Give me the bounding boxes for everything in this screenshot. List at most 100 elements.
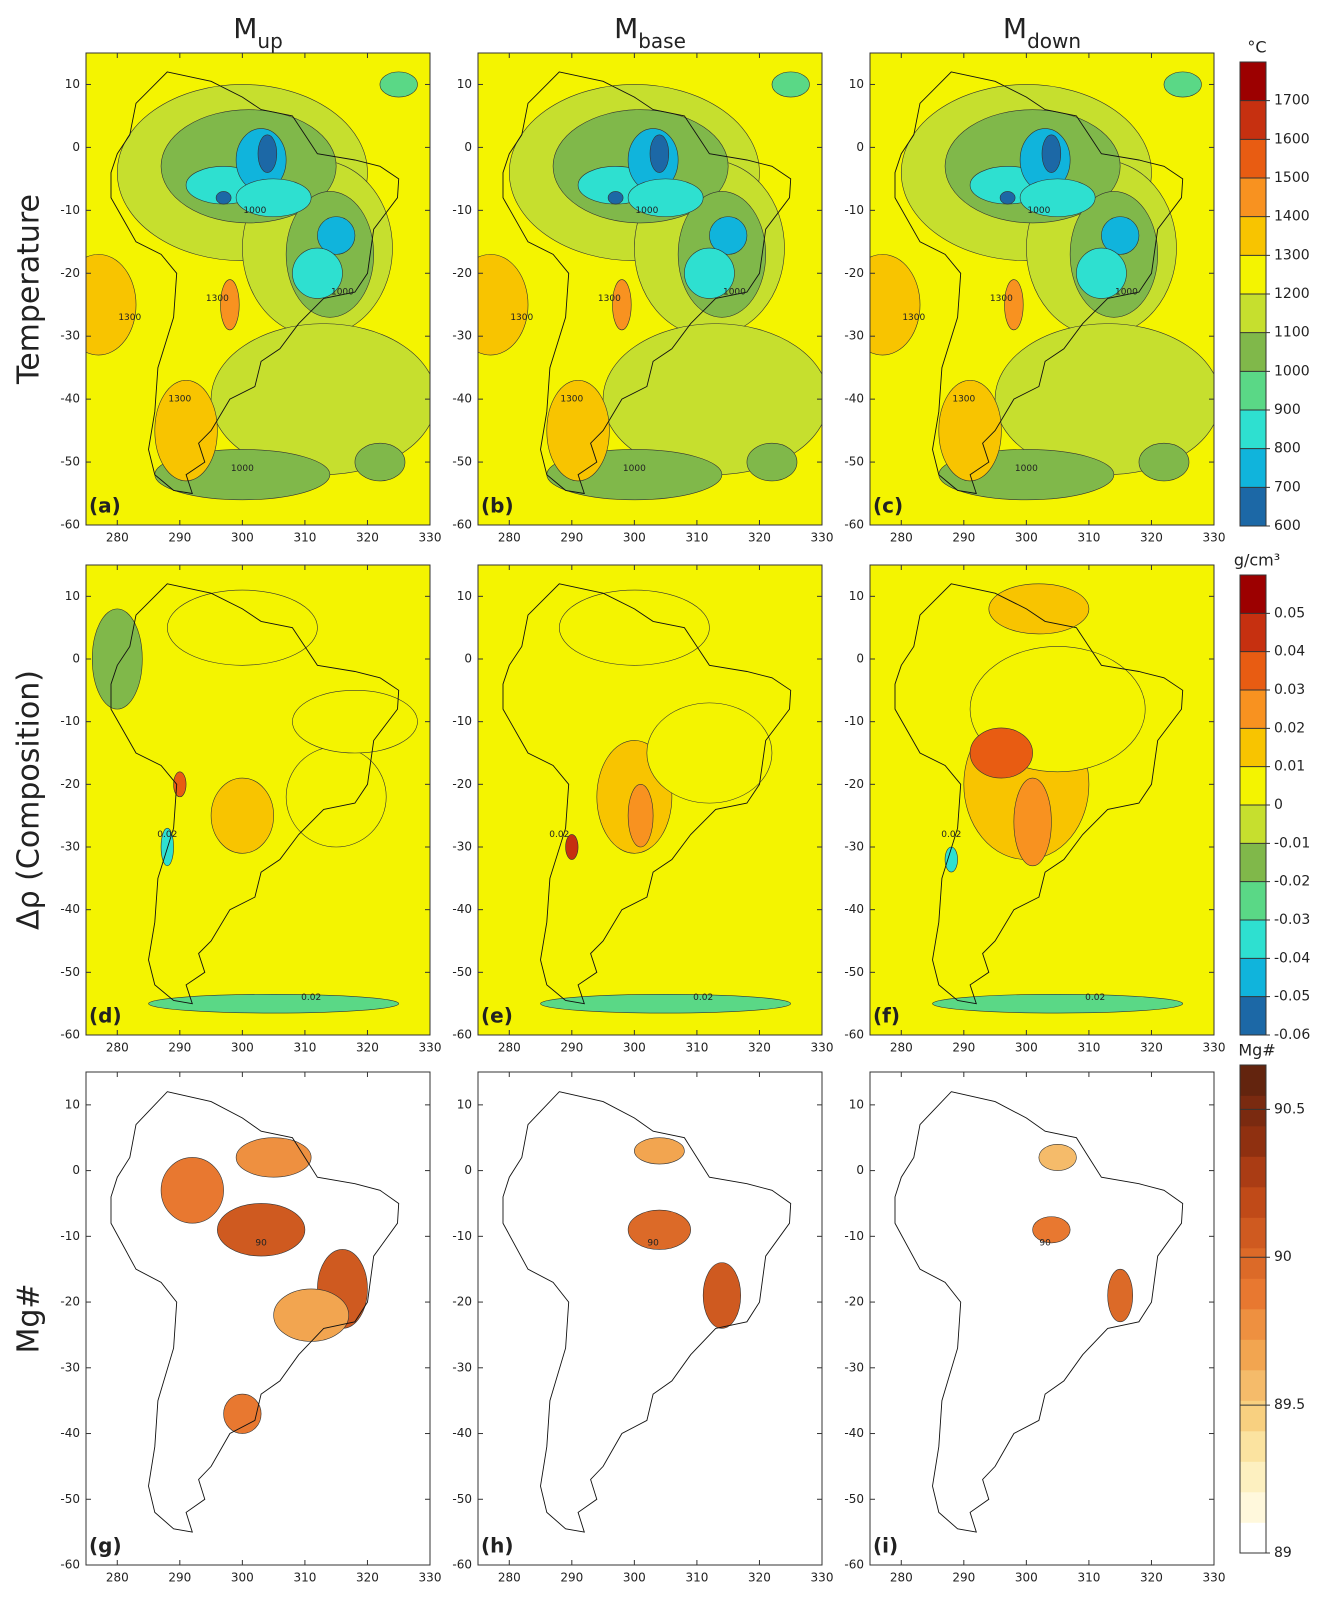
- y-tick-label: -60: [844, 518, 864, 532]
- x-tick-label: 280: [890, 1571, 913, 1585]
- colorbar-band: [1240, 1187, 1266, 1218]
- field-patch: [684, 247, 735, 299]
- map-panel: 0.02 0.02 280 290 300 310 320 330 10 0 -10 -20 -30 -4…: [452, 564, 834, 1055]
- field-patch: [709, 216, 748, 255]
- field-patch: [649, 134, 670, 173]
- y-tick-label: 0: [464, 652, 472, 666]
- colorbar-unit: °C: [1247, 38, 1266, 57]
- x-tick-label: 310: [685, 1041, 708, 1055]
- x-tick-label: 330: [811, 531, 834, 545]
- y-tick-label: -60: [452, 518, 472, 532]
- field-patch: [1163, 71, 1202, 98]
- x-tick-label: 320: [748, 531, 771, 545]
- panel-frame: [85, 52, 431, 526]
- panel-frame: [869, 52, 1215, 526]
- colorbar-band: [1240, 448, 1266, 488]
- colorbar-band: [1240, 487, 1266, 527]
- colorbar-tick-label: -0.02: [1274, 874, 1310, 890]
- colorbar-band: [1240, 843, 1266, 882]
- map-panel: 90 280 290 300 310 320 330 10 0 -10 -20 -30 -40 -50 -6…: [60, 1071, 442, 1585]
- y-tick-label: -20: [452, 266, 472, 280]
- colorbar-band: [1240, 1095, 1266, 1127]
- contour-label: 1000: [635, 206, 658, 216]
- contour-label: 1300: [990, 294, 1013, 304]
- y-tick-label: -30: [844, 1360, 864, 1374]
- contour-label: 90: [1039, 1238, 1051, 1248]
- y-tick-label: -50: [60, 965, 80, 979]
- colorbar-band: [1240, 1156, 1266, 1188]
- colorbar-tick-label: 1100: [1274, 325, 1310, 341]
- coastline: [502, 1091, 792, 1533]
- x-tick-label: 320: [748, 1041, 771, 1055]
- colorbar-band: [1240, 1370, 1266, 1401]
- field-patch: [1032, 1216, 1071, 1244]
- y-tick-label: -50: [452, 455, 472, 469]
- coastline: [110, 583, 400, 1005]
- field-patch: [215, 191, 232, 205]
- field-patch: [167, 589, 318, 666]
- contour-label: 1000: [231, 464, 254, 474]
- colorbar-tick-label: 1600: [1274, 131, 1310, 147]
- colorbar-tick-label: -0.04: [1274, 950, 1310, 966]
- colorbar-band: [1240, 881, 1266, 921]
- field-patch: [273, 1288, 349, 1342]
- y-tick-label: -20: [60, 1295, 80, 1309]
- field-patch: [292, 247, 343, 299]
- y-tick-label: 10: [65, 77, 80, 91]
- column-title: Mbase: [614, 12, 686, 53]
- colorbar-tick-label: 0.01: [1274, 759, 1305, 775]
- colorbar-tick-label: 0.05: [1274, 605, 1305, 621]
- y-tick-label: 0: [856, 652, 864, 666]
- y-tick-label: -10: [844, 203, 864, 217]
- colorbar-band: [1240, 1278, 1266, 1310]
- y-tick-label: -50: [60, 1492, 80, 1506]
- x-tick-label: 310: [685, 1571, 708, 1585]
- y-tick-label: -30: [844, 329, 864, 343]
- panel-frame: [869, 1071, 1215, 1566]
- colorbar-band: [1240, 1431, 1266, 1462]
- colorbar-tick-label: 800: [1274, 441, 1301, 457]
- column-title-main: M: [1003, 12, 1027, 45]
- field-patch: [235, 1137, 312, 1178]
- y-tick-label: -30: [452, 1360, 472, 1374]
- field-background: [870, 1072, 1214, 1565]
- colorbar-tick-label: 1200: [1274, 286, 1310, 302]
- x-tick-label: 290: [560, 531, 583, 545]
- field-patch: [220, 279, 240, 331]
- y-tick-label: -50: [452, 965, 472, 979]
- contour-label: 0.02: [1085, 993, 1105, 1003]
- y-tick-label: -20: [452, 1295, 472, 1309]
- y-tick-label: -40: [844, 392, 864, 406]
- field-patch: [210, 777, 274, 854]
- x-tick-label: 280: [890, 531, 913, 545]
- field-patch: [932, 993, 1184, 1014]
- map-panel: 1000 1000 1000 1300 1300 1300 280 290 300 310 320 3…: [844, 52, 1225, 545]
- field-patch: [154, 379, 218, 482]
- field: 0.02 0.02: [86, 565, 430, 1035]
- field-patch: [257, 134, 278, 173]
- contour-label: 0.02: [549, 830, 569, 840]
- colorbar-band: [1240, 332, 1266, 372]
- colorbar-band: [1240, 371, 1266, 411]
- x-tick-label: 300: [1015, 531, 1038, 545]
- colorbar-band: [1240, 1461, 1266, 1493]
- x-tick-label: 330: [811, 1041, 834, 1055]
- y-tick-label: -40: [452, 902, 472, 916]
- field-patch: [478, 254, 529, 356]
- panel-label: (d): [89, 1004, 122, 1028]
- field-patch: [1076, 247, 1127, 299]
- panel-label: (i): [873, 1534, 898, 1558]
- contour-label: 1000: [1115, 288, 1138, 298]
- colorbar-tick-label: 1400: [1274, 209, 1310, 225]
- contour-label: 0.02: [941, 830, 961, 840]
- y-tick-label: -30: [60, 329, 80, 343]
- x-tick-label: 330: [419, 1571, 442, 1585]
- field-patch: [173, 771, 187, 798]
- coastline: [110, 71, 400, 495]
- x-tick-label: 330: [811, 1571, 834, 1585]
- x-tick-label: 330: [419, 1041, 442, 1055]
- x-tick-label: 310: [1077, 1571, 1100, 1585]
- field-patch: [235, 178, 312, 217]
- coastline: [894, 71, 1184, 495]
- colorbar-band: [1240, 1522, 1266, 1554]
